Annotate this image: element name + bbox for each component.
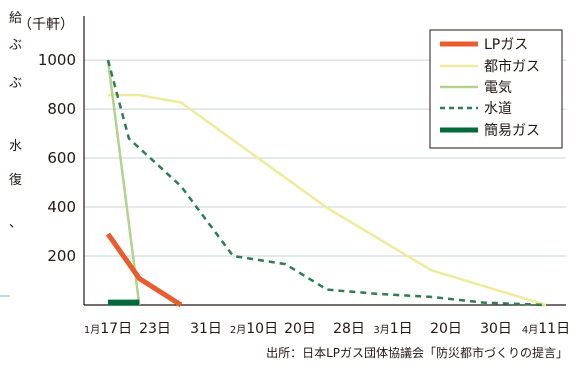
legend-label: 水道 [484, 101, 512, 117]
x-tick-month: 1月 [84, 324, 100, 336]
x-tick-month: 3月 [373, 324, 389, 336]
y-tick-label: 1000 [38, 51, 76, 69]
side-text-char: ぶ [9, 38, 22, 53]
side-text-char: ぶ [9, 76, 22, 91]
x-tick-month: 2月 [230, 324, 246, 336]
legend-label: 都市ガス [484, 58, 540, 75]
x-tick-day: 11日 [538, 321, 570, 337]
x-tick-day: 23日 [139, 321, 171, 337]
legend-label: 簡易ガス [484, 123, 540, 139]
y-unit-label: （千軒） [18, 17, 74, 33]
x-tick-label: 28日 [333, 321, 365, 337]
y-tick-label: 400 [47, 198, 76, 216]
x-tick-label: 20日 [284, 321, 316, 337]
side-text-char: 水 [9, 139, 22, 154]
y-tick-label: 800 [47, 100, 76, 118]
x-tick-label: 3月1日 [373, 321, 412, 337]
x-tick-month: 4月 [522, 324, 538, 336]
y-tick-label: 200 [47, 247, 76, 265]
y-axis: 200 400 600 800 1000 [38, 16, 85, 305]
x-tick-day: 30日 [480, 321, 512, 337]
x-tick-day: 31日 [190, 321, 222, 337]
series-line-LPガス [105, 232, 183, 308]
x-tick-label: 23日 [139, 321, 171, 337]
source-note: 出所：日本LPガス団体協議会「防災都市づくりの提言」 [266, 345, 568, 360]
x-tick-label: 31日 [190, 321, 222, 337]
side-text-char: 給 [9, 11, 22, 26]
side-text-char: 、 [9, 216, 22, 231]
series-line-都市ガス [108, 93, 547, 307]
x-axis: 1月17日 23日 31日 2月10日 20日 28日 3月1日 20日 30日 4月11日 [84, 304, 570, 337]
series-lines [105, 59, 547, 308]
x-tick-label: 1月17日 [84, 321, 132, 337]
y-tick-label: 600 [47, 149, 76, 167]
x-tick-day: 28日 [333, 321, 365, 337]
side-text-char: 復 [9, 172, 22, 188]
x-tick-label: 30日 [480, 321, 512, 337]
legend-label: 電気 [484, 80, 512, 96]
legend-label: LPガス [484, 37, 528, 53]
x-tick-day: 20日 [430, 321, 462, 337]
x-tick-label: 20日 [430, 321, 462, 337]
x-tick-day: 1日 [390, 321, 413, 337]
x-tick-day: 10日 [246, 321, 278, 337]
x-tick-label: 2月10日 [230, 321, 278, 337]
x-tick-day: 20日 [284, 321, 316, 337]
series-line-電気 [106, 59, 141, 306]
x-tick-label: 4月11日 [522, 321, 570, 337]
x-tick-day: 17日 [100, 321, 132, 337]
